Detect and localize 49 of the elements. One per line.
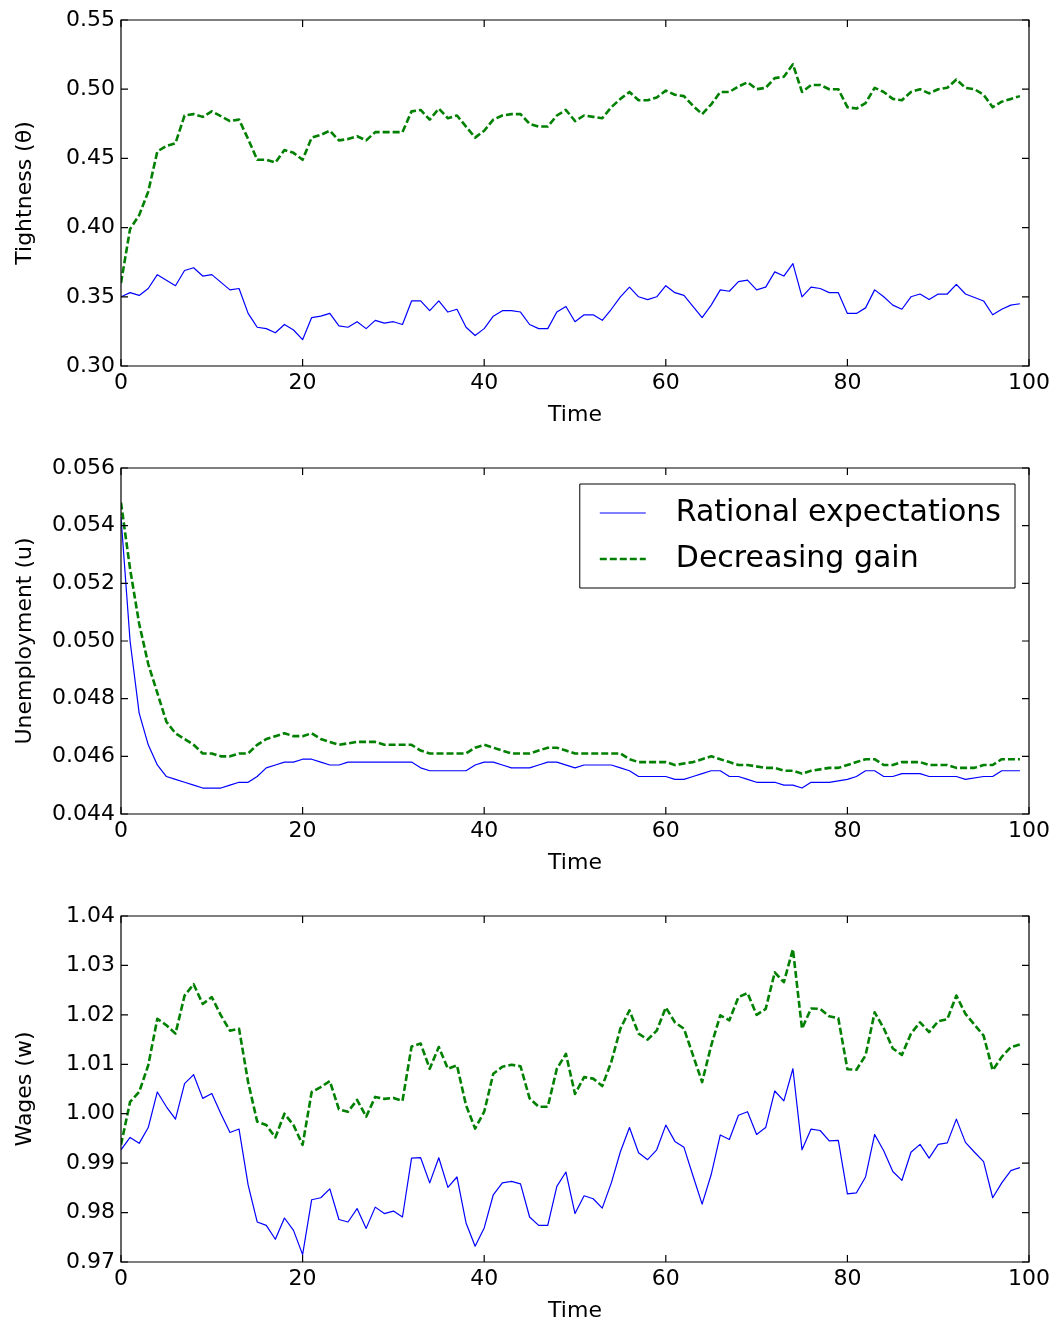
x-tick-label: 100 (1008, 368, 1050, 394)
x-tick-label: 100 (1008, 1264, 1050, 1290)
y-tick-label: 0.056 (52, 453, 115, 479)
y-tick-label: 1.03 (66, 951, 115, 977)
y-tick-label: 0.99 (66, 1148, 115, 1174)
x-tick-label: 0 (114, 1264, 128, 1290)
y-tick-label: 0.30 (66, 351, 115, 377)
x-axis-title: Time (547, 1296, 602, 1322)
x-tick-label: 80 (833, 1264, 862, 1290)
y-tick-label: 1.04 (66, 901, 115, 927)
x-tick-label: 40 (470, 816, 499, 842)
x-tick-label: 80 (833, 816, 862, 842)
x-tick-label: 40 (470, 368, 499, 394)
x-tick-label: 60 (651, 816, 680, 842)
x-tick-label: 20 (288, 816, 317, 842)
x-axis-title: Time (547, 848, 602, 874)
y-tick-label: 0.046 (52, 742, 115, 768)
y-tick-label: 0.50 (66, 74, 115, 100)
line-series (121, 62, 1022, 285)
x-tick-label: 80 (833, 368, 862, 394)
y-tick-label: 0.044 (52, 799, 115, 825)
y-tick-label: 0.98 (66, 1198, 115, 1224)
y-tick-label: 0.97 (66, 1247, 115, 1273)
y-tick-label: 0.052 (52, 569, 115, 595)
legend-label: Rational expectations (675, 492, 1002, 528)
y-axis-title: Unemployment (u) (10, 537, 36, 745)
legend-label: Decreasing gain (675, 538, 919, 574)
x-axis-title: Time (547, 400, 602, 426)
x-tick-label: 0 (114, 368, 128, 394)
y-tick-label: 0.40 (66, 213, 115, 239)
y-tick-label: 0.050 (52, 626, 115, 652)
x-tick-label: 60 (651, 1264, 680, 1290)
x-tick-label: 60 (651, 368, 680, 394)
y-tick-label: 1.00 (66, 1099, 115, 1125)
y-tick-label: 0.048 (52, 684, 115, 710)
y-tick-label: 0.054 (52, 511, 115, 537)
x-tick-label: 40 (470, 1264, 499, 1290)
x-tick-label: 0 (114, 816, 128, 842)
y-tick-label: 0.35 (66, 282, 115, 308)
x-tick-label: 20 (288, 1264, 317, 1290)
x-tick-label: 20 (288, 368, 317, 394)
y-tick-label: 1.01 (66, 1050, 115, 1075)
y-tick-label: 0.45 (66, 144, 115, 170)
y-tick-label: 0.55 (66, 5, 115, 31)
y-axis-title: Wages (w) (10, 1031, 36, 1147)
line-series (121, 947, 1022, 1147)
y-axis-title: Tightness (θ) (10, 121, 36, 266)
y-tick-label: 1.02 (66, 1000, 115, 1026)
x-tick-label: 100 (1008, 816, 1050, 842)
